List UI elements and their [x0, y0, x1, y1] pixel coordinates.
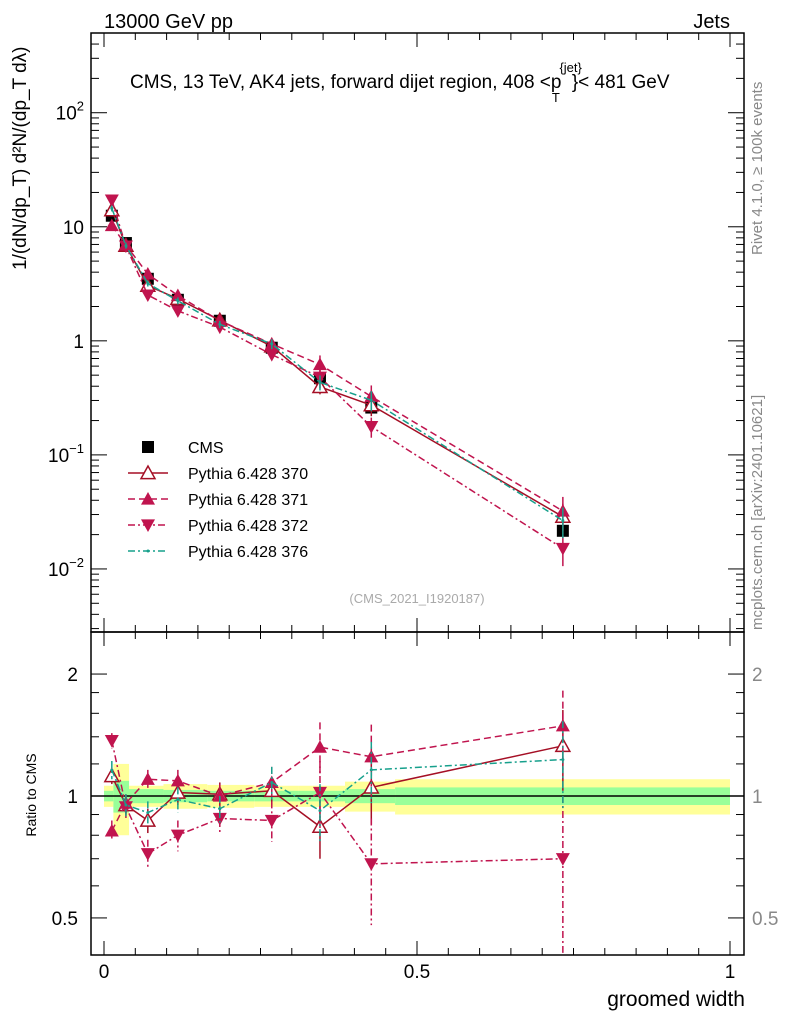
x-tick-label: 0: [99, 962, 110, 983]
series-4-ratio-point: [561, 758, 565, 762]
y-tick-label: 1: [73, 332, 84, 353]
series-4-ratio-point: [176, 798, 180, 802]
series-4-main-point: [146, 281, 150, 285]
series-4-ratio-point: [146, 811, 150, 815]
rivet-label: Rivet 4.1.0, ≥ 100k events: [749, 82, 766, 255]
series-4-ratio-point: [318, 809, 322, 813]
series-3-main-point: [555, 542, 570, 556]
series-2-ratio-point: [364, 749, 379, 763]
series-4-ratio-point: [369, 768, 373, 772]
series-3-ratio-point: [104, 735, 119, 748]
y-tick-label: 10−2: [48, 555, 84, 581]
series-3-ratio-point: [118, 801, 133, 814]
ratio-tick-label: 0.5: [52, 909, 78, 930]
series-4-ratio-point: [218, 807, 222, 811]
series-4-main-point: [218, 322, 222, 326]
y-tick-label: 10−1: [48, 441, 84, 467]
header-right: Jets: [693, 11, 730, 33]
legend-marker: [141, 519, 155, 532]
series-4-ratio-point: [110, 768, 114, 772]
series-2-ratio-point: [212, 788, 227, 802]
series-4-main-point: [318, 380, 322, 384]
series-3-ratio-point: [140, 848, 155, 861]
header-left: 13000 GeV pp: [104, 11, 233, 33]
series-4-main-point: [369, 398, 373, 402]
chart-title: CMS, 13 TeV, AK4 jets, forward dijet reg…: [130, 60, 670, 105]
ratio-tick-label-right: 1: [752, 787, 763, 808]
y-axis-label-main: 1/(dN/dp_T) d²N/(dp_T dλ): [10, 46, 31, 270]
x-tick-label: 1: [725, 962, 736, 983]
series-2-ratio-point: [140, 772, 155, 785]
series-4-main-point: [176, 299, 180, 303]
series-2-ratio-point: [104, 823, 119, 837]
series-3-main-point: [140, 289, 155, 303]
ratio-tick-label-right: 2: [752, 665, 763, 686]
legend-label: Pythia 6.428 372: [188, 518, 308, 535]
y-axis-label-ratio: Ratio to CMS: [23, 753, 39, 836]
series-3-main-point: [104, 194, 119, 208]
series-3-ratio-point: [212, 812, 227, 826]
series-2-main-point: [104, 218, 119, 232]
watermark: (CMS_2021_I1920187): [349, 591, 484, 606]
legend-marker: [146, 549, 150, 553]
series-3-ratio-point: [170, 829, 185, 843]
series-1-line-main: [111, 209, 564, 518]
main-frame: [90, 32, 745, 633]
series-3-main-point: [170, 305, 185, 318]
series-2-ratio-point: [170, 773, 185, 787]
series-3-main-point: [264, 349, 279, 362]
legend-label: Pythia 6.428 370: [188, 466, 308, 483]
ratio-tick-label: 1: [67, 787, 78, 808]
series-2-ratio-point: [312, 740, 327, 753]
series-4-main-point: [561, 519, 565, 523]
series-4-ratio-point: [124, 803, 128, 807]
series-2-main-point: [312, 357, 327, 371]
ratio-tick-label-right: 0.5: [752, 909, 778, 930]
x-tick-label: 0.5: [404, 962, 430, 983]
x-axis-label: groomed width: [607, 988, 745, 1011]
series-1-ratio-point: [103, 767, 121, 783]
series-4-main-point: [110, 206, 114, 210]
series-2-main-point: [170, 288, 185, 302]
series-4-ratio-point: [270, 780, 274, 784]
legend-label: CMS: [188, 440, 224, 457]
mcplots-label: mcplots.cern.ch [arXiv:2401.10621]: [749, 395, 766, 630]
series-3-line-main: [111, 199, 564, 550]
series-3-ratio-point: [312, 786, 327, 800]
legend-cms-marker: [142, 441, 154, 453]
series-3-main-point: [364, 421, 379, 434]
legend-marker: [139, 464, 157, 480]
series-3-ratio-point: [264, 814, 279, 828]
series-4-line-main: [111, 208, 564, 522]
ratio-tick-label: 2: [67, 665, 78, 686]
y-tick-label: 102: [56, 99, 84, 125]
legend-label: Pythia 6.428 376: [188, 544, 308, 561]
series-4-main-point: [124, 244, 128, 248]
series-3-ratio-point: [364, 858, 379, 871]
series-2-line-main: [111, 225, 564, 512]
series-3-ratio-point: [555, 853, 570, 866]
legend-label: Pythia 6.428 371: [188, 492, 308, 509]
y-tick-label: 10: [63, 218, 84, 239]
legend-marker: [141, 492, 155, 505]
series-4-main-point: [270, 342, 274, 346]
